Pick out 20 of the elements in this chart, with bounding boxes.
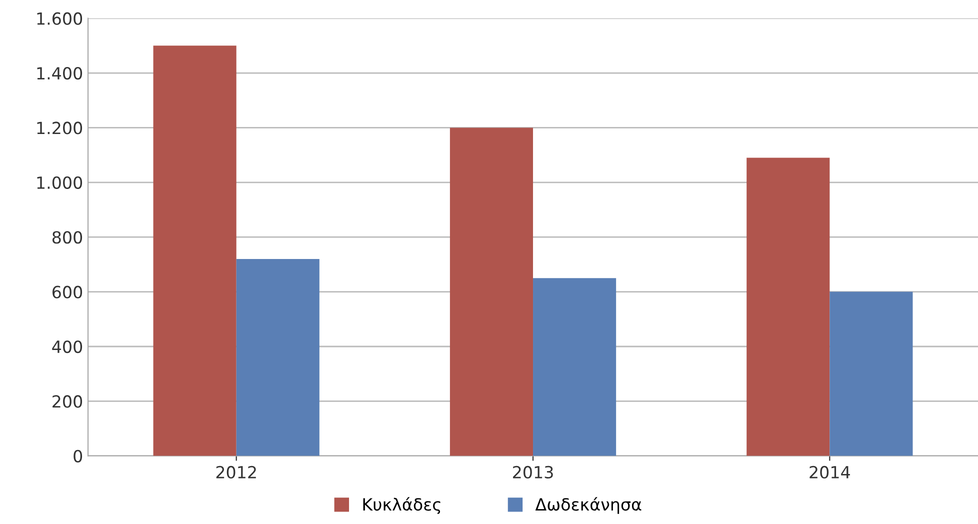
y-tick-label: 800 xyxy=(52,231,82,244)
legend-label: Δωδεκάνησα xyxy=(535,497,642,514)
bar xyxy=(830,292,913,456)
x-tick-label: 2014 xyxy=(810,466,850,479)
y-tick-label: 0 xyxy=(74,450,82,462)
x-tick-label: 2013 xyxy=(513,466,553,479)
bar xyxy=(533,278,616,456)
bar xyxy=(450,128,534,456)
bar xyxy=(153,46,236,456)
y-tick-label: 1.600 xyxy=(37,12,82,25)
bar xyxy=(236,258,320,456)
y-tick-label: 1.000 xyxy=(37,176,82,189)
y-tick-label: 400 xyxy=(52,340,82,354)
y-tick-label: 1.400 xyxy=(37,66,82,80)
legend-label: Κυκλάδες xyxy=(363,497,440,514)
y-tick-label: 1.200 xyxy=(37,122,82,134)
y-tick-label: 200 xyxy=(52,395,82,408)
x-tick-label: 2012 xyxy=(216,466,256,479)
y-tick-label: 600 xyxy=(52,286,82,298)
bar xyxy=(746,158,830,456)
